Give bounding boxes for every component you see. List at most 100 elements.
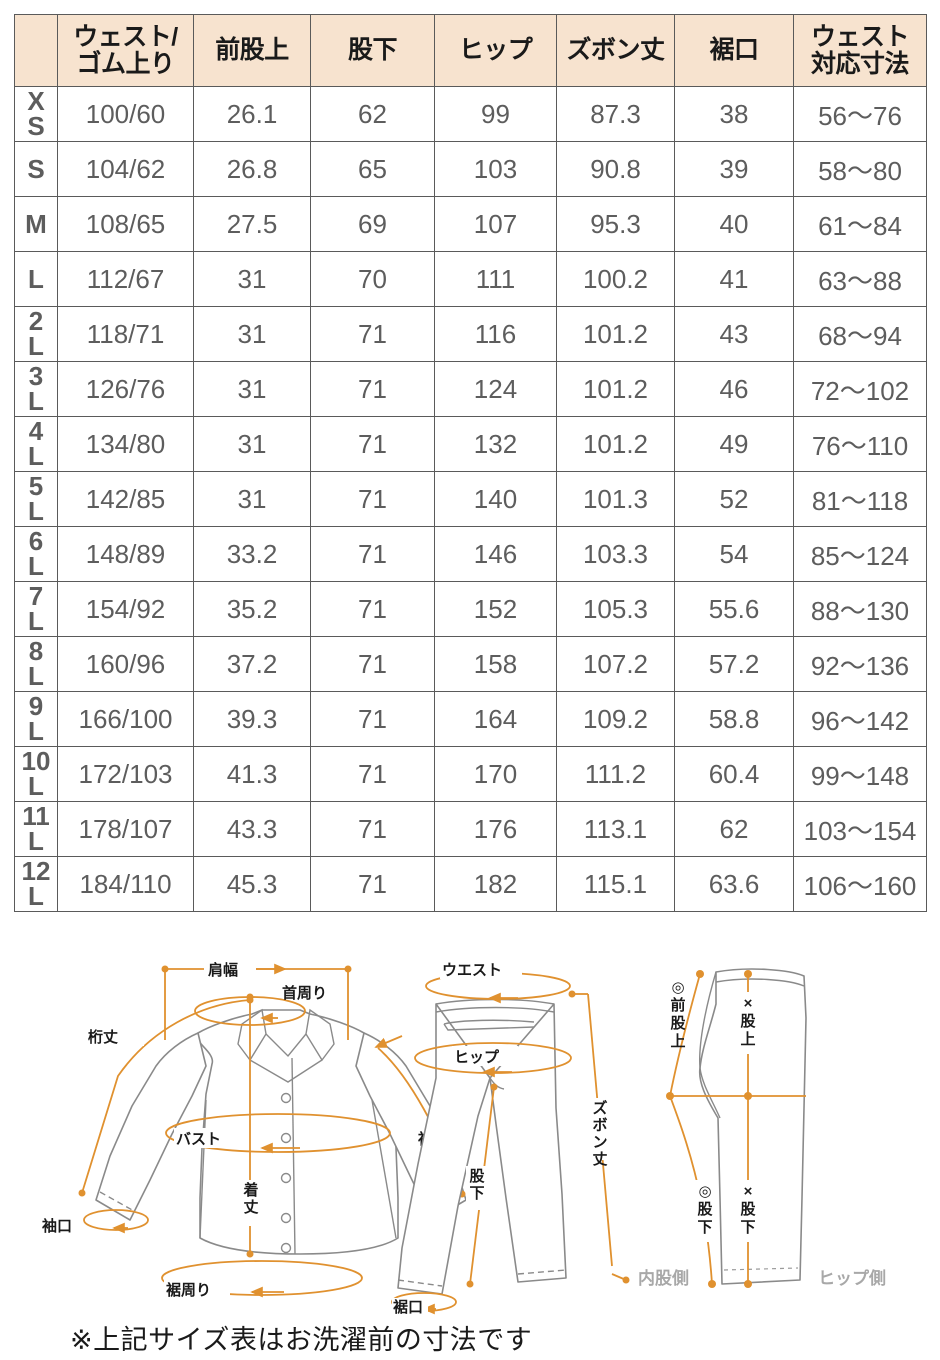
cell-waist: 118/71 [57,306,194,362]
jacket-label-sleeve-span: 桁丈 [88,1028,118,1046]
cell-waist-range: 96〜142 [793,691,927,747]
size-label-part: M [25,208,47,239]
size-label-cell: 11 L [14,801,58,857]
cell-front-rise: 41.3 [193,746,311,802]
cell-hip: 124 [434,361,557,417]
cell-waist: 160/96 [57,636,194,692]
size-label-part: 7 [28,581,44,612]
measurement-diagrams: .gl { fill:#ffffff; stroke:#8a8a8a; stro… [0,948,940,1318]
table-row: 9 L 166/100 39.3 71 164 109.2 58.8 96〜142 [14,691,927,747]
cell-hip: 164 [434,691,557,747]
cell-front-rise: 45.3 [193,856,311,912]
cell-hip: 182 [434,856,557,912]
cell-hip: 132 [434,416,557,472]
pants-diagram: ウエスト ヒップ ズボン丈 股下 裾口 [391,959,630,1317]
jacket-label-neck: 首周り [282,984,327,1002]
cell-pants-length: 113.1 [556,801,675,857]
size-label-part: S [27,111,45,141]
header-label-line2: 対応寸法 [810,49,910,78]
table-row: 5 L 142/85 31 71 140 101.3 52 81〜118 [14,471,927,527]
header-cell-size [14,14,58,87]
size-label-part: 6 [28,526,44,557]
cell-inseam: 71 [310,526,435,582]
rise-label-inner-thigh-side: 内股側 [638,1268,689,1288]
jacket-label-body-length: 着丈 [242,1181,258,1216]
jacket-label-shoulder-width: 肩幅 [208,961,238,979]
header-cell-pants-length: ズボン丈 [556,14,675,87]
table-row: X S 100/60 26.1 62 99 87.3 38 56〜76 [14,86,927,142]
cell-hem: 54 [674,526,794,582]
cell-hem: 60.4 [674,746,794,802]
cell-inseam: 71 [310,416,435,472]
cell-pants-length: 87.3 [556,86,675,142]
cell-inseam: 71 [310,581,435,637]
cell-hem: 41 [674,251,794,307]
pants-label-pants-length: ズボン丈 [592,1099,607,1168]
cell-inseam: 71 [310,691,435,747]
size-label-part: 8 [28,636,44,667]
header-label-line1: 股下 [347,36,398,64]
cell-front-rise: 26.1 [193,86,311,142]
cell-hip: 176 [434,801,557,857]
cell-hem: 57.2 [674,636,794,692]
cell-waist: 126/76 [57,361,194,417]
cell-hem: 58.8 [674,691,794,747]
header-label-line1: 前股上 [215,36,289,64]
table-row: 8 L 160/96 37.2 71 158 107.2 57.2 92〜136 [14,636,927,692]
cell-pants-length: 90.8 [556,141,675,197]
cell-waist: 104/62 [57,141,194,197]
cell-hem: 43 [674,306,794,362]
cell-waist: 178/107 [57,801,194,857]
cell-inseam: 70 [310,251,435,307]
table-row: 12 L 184/110 45.3 71 182 115.1 63.6 106〜160 [14,856,927,912]
cell-waist-range: 58〜80 [793,141,927,197]
size-label-part: L [28,881,44,911]
cell-waist-range: 63〜88 [793,251,927,307]
cell-waist-range: 99〜148 [793,746,927,802]
size-label-part: L [28,331,44,361]
cell-hip: 111 [434,251,557,307]
size-label-part: X [27,86,45,117]
table-row: 7 L 154/92 35.2 71 152 105.3 55.6 88〜130 [14,581,927,637]
cell-pants-length: 101.2 [556,306,675,362]
table-row: 11 L 178/107 43.3 71 176 113.1 62 103〜154 [14,801,927,857]
size-label-part: 11 [22,801,50,832]
size-label-part: 10 [21,746,51,777]
cell-inseam: 71 [310,856,435,912]
size-label-part: L [28,551,44,581]
size-label-part: L [28,771,44,801]
size-label-cell: 10 L [14,746,58,802]
size-label-part: L [28,826,44,856]
size-table-body: X S 100/60 26.1 62 99 87.3 38 56〜76 S 104/62 26.8 65… [14,86,927,912]
cell-front-rise: 43.3 [193,801,311,857]
cell-waist-range: 88〜130 [793,581,927,637]
table-row: 10 L 172/103 41.3 71 170 111.2 60.4 99〜148 [14,746,927,802]
cell-waist-range: 76〜110 [793,416,927,472]
cell-waist: 108/65 [57,196,194,252]
cell-hem: 46 [674,361,794,417]
cell-waist: 172/103 [57,746,194,802]
cell-waist: 154/92 [57,581,194,637]
cell-waist: 166/100 [57,691,194,747]
rise-label-rise: ×股上 [740,995,756,1048]
size-label-part: 9 [28,691,44,722]
table-row: L 112/67 31 70 111 100.2 41 63〜88 [14,251,927,307]
cell-waist: 142/85 [57,471,194,527]
cell-hip: 158 [434,636,557,692]
size-label-part: L [28,263,44,294]
jacket-label-cuff: 袖口 [42,1217,72,1235]
cell-waist: 134/80 [57,416,194,472]
size-label-cell: S [14,141,58,197]
rise-label-inseam-outer: ×股下 [740,1183,756,1236]
cell-inseam: 69 [310,196,435,252]
cell-pants-length: 100.2 [556,251,675,307]
cell-hem: 38 [674,86,794,142]
table-row: 4 L 134/80 31 71 132 101.2 49 76〜110 [14,416,927,472]
table-row: M 108/65 27.5 69 107 95.3 40 61〜84 [14,196,927,252]
header-label-line1: ズボン丈 [566,36,665,64]
header-cell-hip: ヒップ [434,14,557,87]
pants-label-hem: 裾口 [393,1298,423,1316]
